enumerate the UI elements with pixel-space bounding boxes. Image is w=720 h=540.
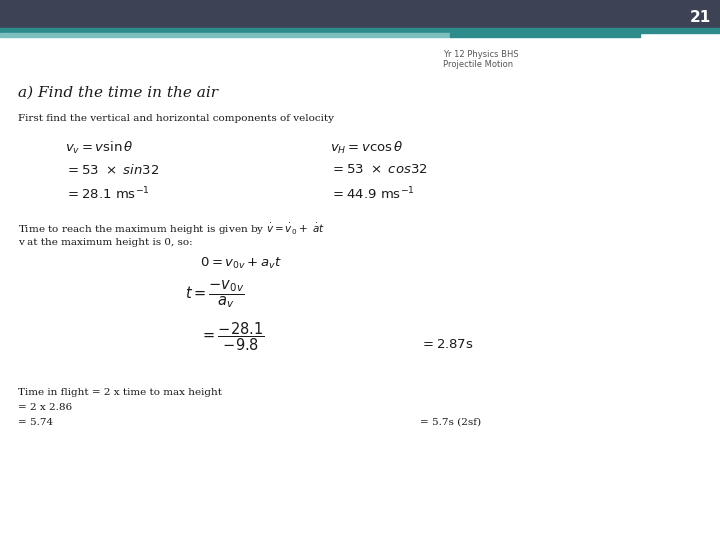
Text: $= 53\ \times\ \mathit{sin}32$: $= 53\ \times\ \mathit{sin}32$ <box>65 163 160 177</box>
Text: First find the vertical and horizontal components of velocity: First find the vertical and horizontal c… <box>18 114 334 123</box>
Text: = 5.7s (2sf): = 5.7s (2sf) <box>420 418 481 427</box>
Text: $= \dfrac{-28.1}{-9.8}$: $= \dfrac{-28.1}{-9.8}$ <box>200 320 265 353</box>
Text: $= 28.1\ \mathrm{ms}^{-1}$: $= 28.1\ \mathrm{ms}^{-1}$ <box>65 186 150 202</box>
Text: $v_H = v\cos\theta$: $v_H = v\cos\theta$ <box>330 140 404 156</box>
Text: Projectile Motion: Projectile Motion <box>443 60 513 69</box>
Text: $0 = v_{0v} + a_v t$: $0 = v_{0v} + a_v t$ <box>200 256 282 271</box>
Text: $v_v = v\sin\theta$: $v_v = v\sin\theta$ <box>65 140 134 156</box>
Text: Yr 12 Physics BHS: Yr 12 Physics BHS <box>443 50 518 59</box>
Text: Time in flight = 2 x time to max height: Time in flight = 2 x time to max height <box>18 388 222 397</box>
Bar <box>0 33 450 37</box>
Text: a) Find the time in the air: a) Find the time in the air <box>18 86 218 100</box>
Bar <box>450 33 640 37</box>
Bar <box>0 28 720 33</box>
Text: = 2 x 2.86: = 2 x 2.86 <box>18 403 72 412</box>
Text: $t = \dfrac{-v_{0v}}{a_v}$: $t = \dfrac{-v_{0v}}{a_v}$ <box>185 278 245 310</box>
Text: v at the maximum height is 0, so:: v at the maximum height is 0, so: <box>18 238 193 247</box>
Text: $= 2.87\mathrm{s}$: $= 2.87\mathrm{s}$ <box>420 338 474 351</box>
Bar <box>0 0 720 28</box>
Text: 21: 21 <box>689 10 711 25</box>
Text: Time to reach the maximum height is given by $\dot{v} = \dot{v}_0 +\ \dot{a}t$: Time to reach the maximum height is give… <box>18 222 325 237</box>
Text: = 5.74: = 5.74 <box>18 418 53 427</box>
Text: $= 44.9\ \mathrm{ms}^{-1}$: $= 44.9\ \mathrm{ms}^{-1}$ <box>330 186 415 202</box>
Text: $= 53\ \times\ \mathit{cos}32$: $= 53\ \times\ \mathit{cos}32$ <box>330 163 428 176</box>
